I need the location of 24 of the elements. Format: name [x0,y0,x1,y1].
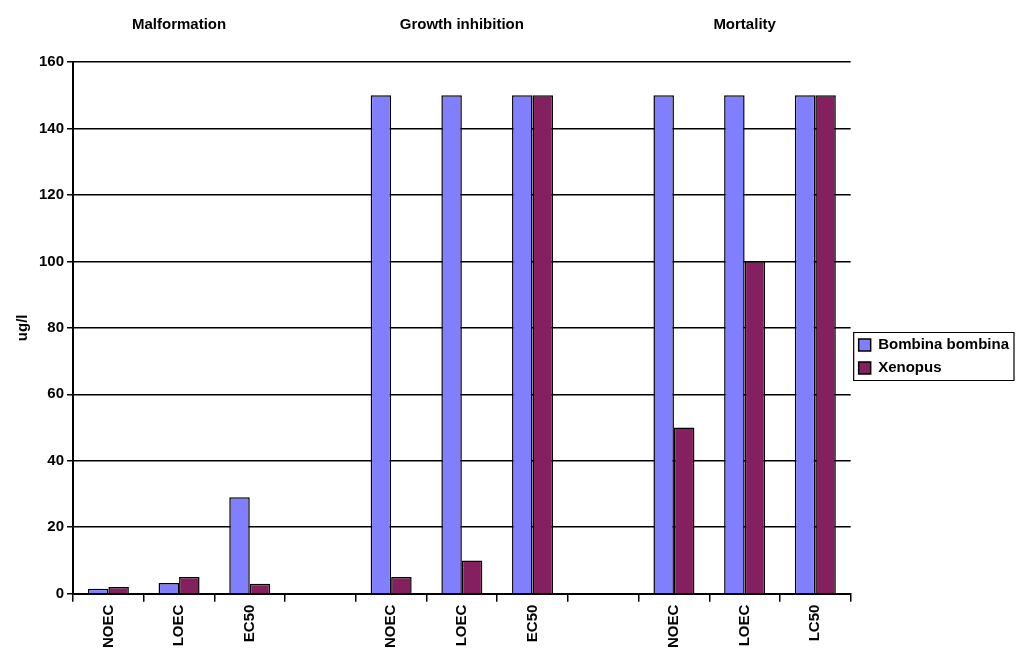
legend-label: Bombina bombina [878,335,1010,353]
x-tick-label: EC50 [239,604,257,643]
x-tick-label: LOEC [451,604,469,647]
y-tick-label: 120 [39,185,65,203]
text: Mortality [713,15,777,33]
y-tick-label: 100 [39,251,65,269]
y-tick-label: 60 [47,384,65,402]
x-tick-label: LC50 [805,604,823,642]
x-tick-label: NOEC [98,604,116,649]
text: Growth inhibition [399,15,524,33]
legend-label: Xenopus [878,358,942,376]
x-tick-label: LOEC [169,604,187,647]
text: Malformation [131,15,227,33]
x-tick-label: EC50 [522,604,540,643]
y-tick-label: 140 [39,118,65,136]
x-tick-label: NOEC [381,604,399,649]
y-tick-label: 40 [47,450,65,468]
y-tick-label: 160 [39,52,65,70]
x-tick-label: NOEC [664,604,682,649]
x-tick-label: LOEC [734,604,752,647]
y-tick-label: 80 [47,317,65,335]
y-axis-title: ug/l [13,314,31,342]
y-tick-label: 20 [47,517,65,535]
y-tick-label: 0 [55,583,65,601]
